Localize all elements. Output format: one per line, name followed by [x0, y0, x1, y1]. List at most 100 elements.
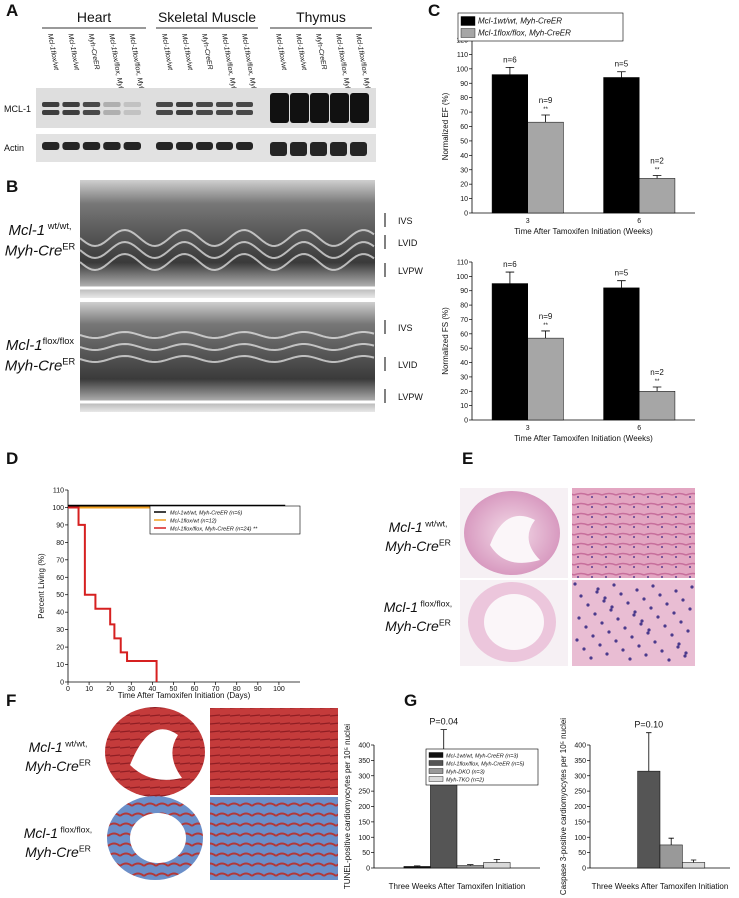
nucleus: [630, 635, 634, 639]
x-tick-label: 90: [254, 686, 262, 693]
y-tick-label: 10: [460, 403, 468, 410]
nucleus: [582, 647, 586, 651]
x-tick-label: 60: [191, 686, 199, 693]
y-tick-label: 350: [574, 758, 586, 765]
panel-label: A: [6, 1, 18, 20]
y-tick-label: 10: [56, 662, 64, 669]
error-bar: [541, 114, 550, 123]
blot-group-header: Skeletal Muscle: [158, 9, 256, 25]
lane-label: Myh-CreER: [87, 33, 100, 70]
legend-swatch: [428, 760, 444, 766]
legend-entry: Mcl-1flox/flox, Myh-CreER (n=24) **: [170, 527, 258, 533]
y-tick-label: 150: [574, 819, 586, 826]
echo-marker: LVID: [398, 238, 418, 248]
error-bar: [493, 858, 501, 863]
nucleus: [651, 584, 655, 588]
band: [196, 102, 213, 107]
nucleus: [623, 626, 627, 630]
nucleus: [628, 657, 632, 661]
x-tick-label: 80: [233, 686, 241, 693]
x-axis-label: Time After Tamoxifen Initiation (Weeks): [514, 227, 653, 236]
legend-entry: Mcl-1wt/wt, Myh-CreER (n=6): [170, 511, 242, 517]
y-tick-label: 40: [56, 610, 64, 617]
band: [82, 110, 101, 115]
y-tick-label: 250: [574, 789, 586, 796]
nucleus: [686, 629, 690, 633]
y-tick-label: 20: [56, 645, 64, 652]
nucleus: [586, 603, 590, 607]
genotype-main: Myh-Cre: [5, 357, 63, 374]
band: [82, 102, 101, 107]
bar: [603, 77, 640, 214]
he-lumen: [490, 515, 540, 563]
nucleus: [684, 651, 688, 655]
lane-label: Mcl-1flox/wt: [46, 33, 59, 72]
nucleus: [579, 594, 583, 598]
y-tick-label: 350: [358, 758, 370, 765]
band: [216, 110, 233, 115]
genotype-main: Mcl-1: [29, 739, 63, 755]
genotype-sup: wt/wt,: [45, 221, 71, 231]
band: [350, 142, 367, 156]
y-tick-label: 100: [358, 835, 370, 842]
x-tick-label: 3: [526, 425, 530, 432]
band: [42, 102, 60, 107]
nucleus: [679, 620, 683, 624]
panel-label: D: [6, 449, 18, 468]
panel-label: C: [428, 1, 440, 20]
y-tick-label: 90: [460, 81, 468, 88]
y-tick-label: 0: [464, 211, 468, 218]
nucleus: [681, 598, 685, 602]
significance: **: [655, 168, 660, 174]
y-tick-label: 110: [457, 52, 468, 59]
band: [176, 110, 193, 115]
band: [62, 102, 80, 107]
band: [156, 110, 173, 115]
lane-label: Mcl-1flox/wt: [294, 33, 307, 72]
band: [176, 102, 193, 107]
genotype-label: Myh-CreER: [25, 843, 91, 860]
x-axis-label: Time After Tamoxifen Initiation (Weeks): [514, 434, 653, 443]
y-axis-label: Caspase 3-positive cardiomyocytes per 10…: [559, 718, 568, 895]
nucleus: [674, 589, 678, 593]
y-tick-label: 80: [460, 95, 468, 102]
genotype-sup: ER: [439, 617, 451, 627]
nucleus: [602, 599, 606, 603]
bar-annotation: n=5: [615, 269, 629, 278]
error-bar: [690, 859, 697, 863]
y-tick-label: 40: [460, 360, 468, 367]
legend-swatch: [428, 752, 444, 758]
significance: **: [543, 323, 548, 329]
panel-label: F: [6, 691, 16, 710]
genotype-label: Myh-CreER: [5, 356, 76, 374]
band: [236, 102, 253, 107]
band: [156, 102, 173, 107]
genotype-sup: flox/flox: [43, 336, 75, 346]
band: [330, 142, 347, 156]
genotype-sup: ER: [439, 537, 451, 547]
bar: [527, 121, 564, 214]
error-bar: [652, 386, 662, 392]
y-tick-label: 100: [456, 274, 468, 281]
error-bar: [668, 837, 674, 845]
band: [62, 110, 80, 115]
echo-marker: IVS: [398, 323, 413, 333]
x-axis-label: Three Weeks After Tamoxifen Initiation: [592, 882, 729, 891]
nucleus: [626, 601, 630, 605]
legend-entry: Myh-DKO (n=3): [446, 770, 485, 776]
x-tick-label: 20: [106, 686, 114, 693]
nucleus: [612, 583, 616, 587]
band: [216, 102, 233, 107]
bar-annotation: n=6: [503, 260, 517, 269]
y-axis-label: Normalized FS (%): [441, 307, 450, 375]
nucleus: [584, 625, 588, 629]
nucleus: [676, 645, 680, 649]
bar: [639, 178, 676, 214]
he-zoom: [572, 580, 695, 666]
genotype-main: Mcl-1: [8, 222, 45, 239]
y-tick-label: 0: [464, 418, 468, 425]
legend-entry: Myh-TKO (n=2): [446, 778, 484, 784]
nucleus: [596, 587, 600, 591]
band: [103, 110, 121, 115]
band: [290, 93, 309, 123]
